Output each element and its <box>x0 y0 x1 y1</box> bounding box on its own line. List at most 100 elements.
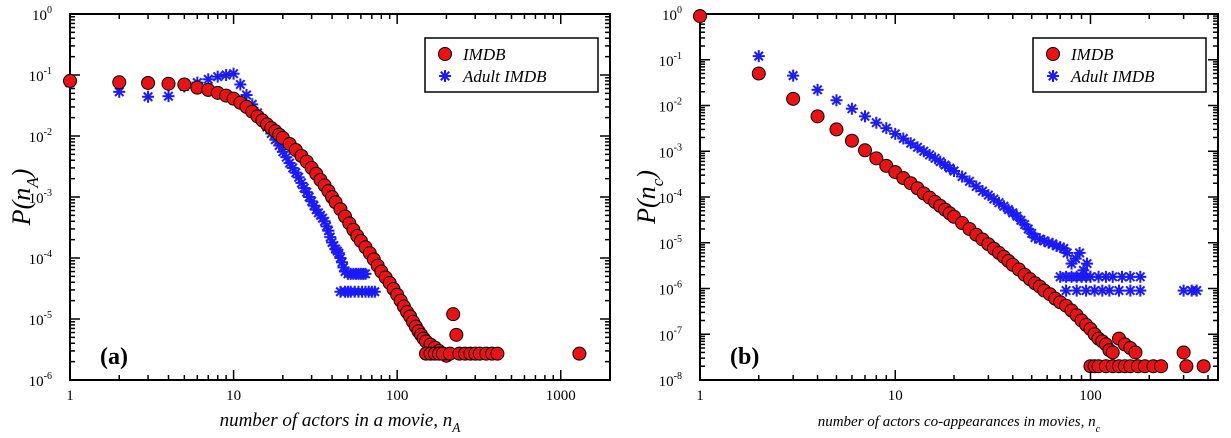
y-tick-exponent: -5 <box>44 310 52 321</box>
adult-imdb-point <box>295 176 308 189</box>
y-tick-base: 10 <box>662 8 677 24</box>
y-tick-exponent: -5 <box>674 234 682 245</box>
adult-imdb-point <box>211 70 224 83</box>
y-axis-title-subscript: c <box>648 178 667 186</box>
adult-imdb-point <box>963 175 976 188</box>
y-tick-exponent: -4 <box>674 188 682 199</box>
adult-imdb-point <box>880 122 893 135</box>
y-tick-exponent: -2 <box>674 97 682 108</box>
adult-imdb-point <box>162 90 175 103</box>
imdb-point <box>490 346 505 361</box>
y-tick-label: 10-6 <box>29 371 52 390</box>
adult-imdb-point <box>858 110 871 123</box>
imdb-point <box>572 346 587 361</box>
adult-imdb-point <box>752 50 765 63</box>
legend-box <box>424 37 599 93</box>
adult-imdb-point <box>292 171 305 184</box>
imdb-point <box>63 73 77 88</box>
legend-box <box>1032 37 1207 93</box>
y-tick-exponent: -1 <box>674 51 682 62</box>
adult-imdb-point <box>368 285 381 298</box>
adult-imdb-point <box>439 70 451 82</box>
adult-imdb-point <box>1177 284 1190 297</box>
y-tick-label: 10-6 <box>659 280 682 299</box>
x-axis-title: number of actors co-appearances in movie… <box>818 414 1101 435</box>
adult-imdb-point <box>359 267 372 280</box>
imdb-point <box>786 91 801 106</box>
x-axis-title-subscript: A <box>451 420 461 435</box>
x-tick-label: 100 <box>1079 388 1102 404</box>
y-tick-exponent: -3 <box>44 188 52 199</box>
adult-imdb-point <box>948 165 961 178</box>
y-tick-base: 10 <box>659 328 674 344</box>
x-tick-label: 100 <box>386 388 409 404</box>
x-tick-label: 1 <box>66 388 74 404</box>
imdb-point <box>751 66 766 81</box>
imdb-series <box>63 73 587 363</box>
y-tick-label: 100 <box>662 5 682 24</box>
y-tick-base: 10 <box>659 374 674 390</box>
y-tick-base: 10 <box>29 191 44 207</box>
chart-panel-b: 1 10 10010-810-710-610-510-410-310-210-110… <box>632 5 1219 435</box>
x-axis-title-text: number of actors co-appearances in movie… <box>818 414 1096 430</box>
adult-imdb-point <box>1134 270 1147 283</box>
y-tick-exponent: -2 <box>44 127 52 138</box>
x-axis-title: number of actors in a movie, nA <box>220 410 462 435</box>
y-tick-label: 10-2 <box>29 127 52 146</box>
x-axis-title-subscript: c <box>1096 424 1101 435</box>
y-tick-base: 10 <box>659 191 674 207</box>
y-tick-base: 10 <box>659 100 674 116</box>
adult-imdb-point <box>976 185 989 198</box>
adult-imdb-point <box>870 116 883 129</box>
y-axis-title: P(nA) <box>7 169 42 227</box>
x-tick-label: 10 <box>888 388 903 404</box>
y-axis-title-close: ) <box>632 170 661 181</box>
imdb-point <box>844 133 859 148</box>
imdb-series <box>693 9 1211 374</box>
adult-imdb-point <box>830 94 843 107</box>
adult-imdb-point <box>1112 284 1125 297</box>
y-tick-base: 10 <box>29 130 44 146</box>
y-tick-base: 10 <box>659 145 674 161</box>
y-tick-label: 10-3 <box>29 188 52 207</box>
axis-ticks <box>699 13 1218 381</box>
y-axis-title-text: P(n <box>7 188 36 227</box>
imdb-point <box>1154 359 1169 374</box>
y-tick-label: 10-5 <box>29 310 52 329</box>
imdb-point <box>857 143 872 158</box>
panel-label: (a) <box>100 344 128 370</box>
y-tick-exponent: 0 <box>47 5 52 16</box>
y-tick-exponent: -8 <box>674 371 682 382</box>
imdb-point <box>693 9 707 24</box>
adult-imdb-point <box>1081 257 1094 270</box>
adult-imdb-series <box>694 9 1203 297</box>
panel-label: (b) <box>730 344 759 370</box>
y-tick-label: 10-4 <box>659 188 682 207</box>
adult-imdb-point <box>1190 284 1203 297</box>
adult-imdb-point <box>1060 284 1073 297</box>
adult-imdb-point <box>220 69 233 81</box>
y-tick-base: 10 <box>659 237 674 253</box>
imdb-point <box>1105 345 1120 360</box>
legend: IMDB Adult IMDB <box>424 37 599 93</box>
x-tick-label: 1000 <box>546 388 576 404</box>
imdb-point <box>829 122 844 137</box>
adult-imdb-point <box>240 89 253 102</box>
imdb-point <box>1046 47 1060 61</box>
adult-imdb-point <box>911 141 924 154</box>
adult-imdb-point <box>889 127 902 140</box>
y-tick-base: 10 <box>29 313 44 329</box>
adult-imdb-point <box>1073 246 1086 259</box>
y-tick-label: 100 <box>32 5 52 24</box>
imdb-point <box>1179 359 1194 374</box>
imdb-point <box>446 307 461 322</box>
imdb-point <box>1176 345 1191 360</box>
adult-imdb-point <box>970 180 983 193</box>
legend-label-adult-imdb: Adult IMDB <box>1070 67 1155 86</box>
y-tick-base: 10 <box>29 252 44 268</box>
y-tick-label: 10-7 <box>659 325 682 344</box>
y-tick-exponent: -3 <box>674 142 682 153</box>
adult-imdb-point <box>811 83 824 96</box>
legend: IMDB Adult IMDB <box>1032 37 1207 93</box>
legend-label-imdb: IMDB <box>1070 45 1114 64</box>
